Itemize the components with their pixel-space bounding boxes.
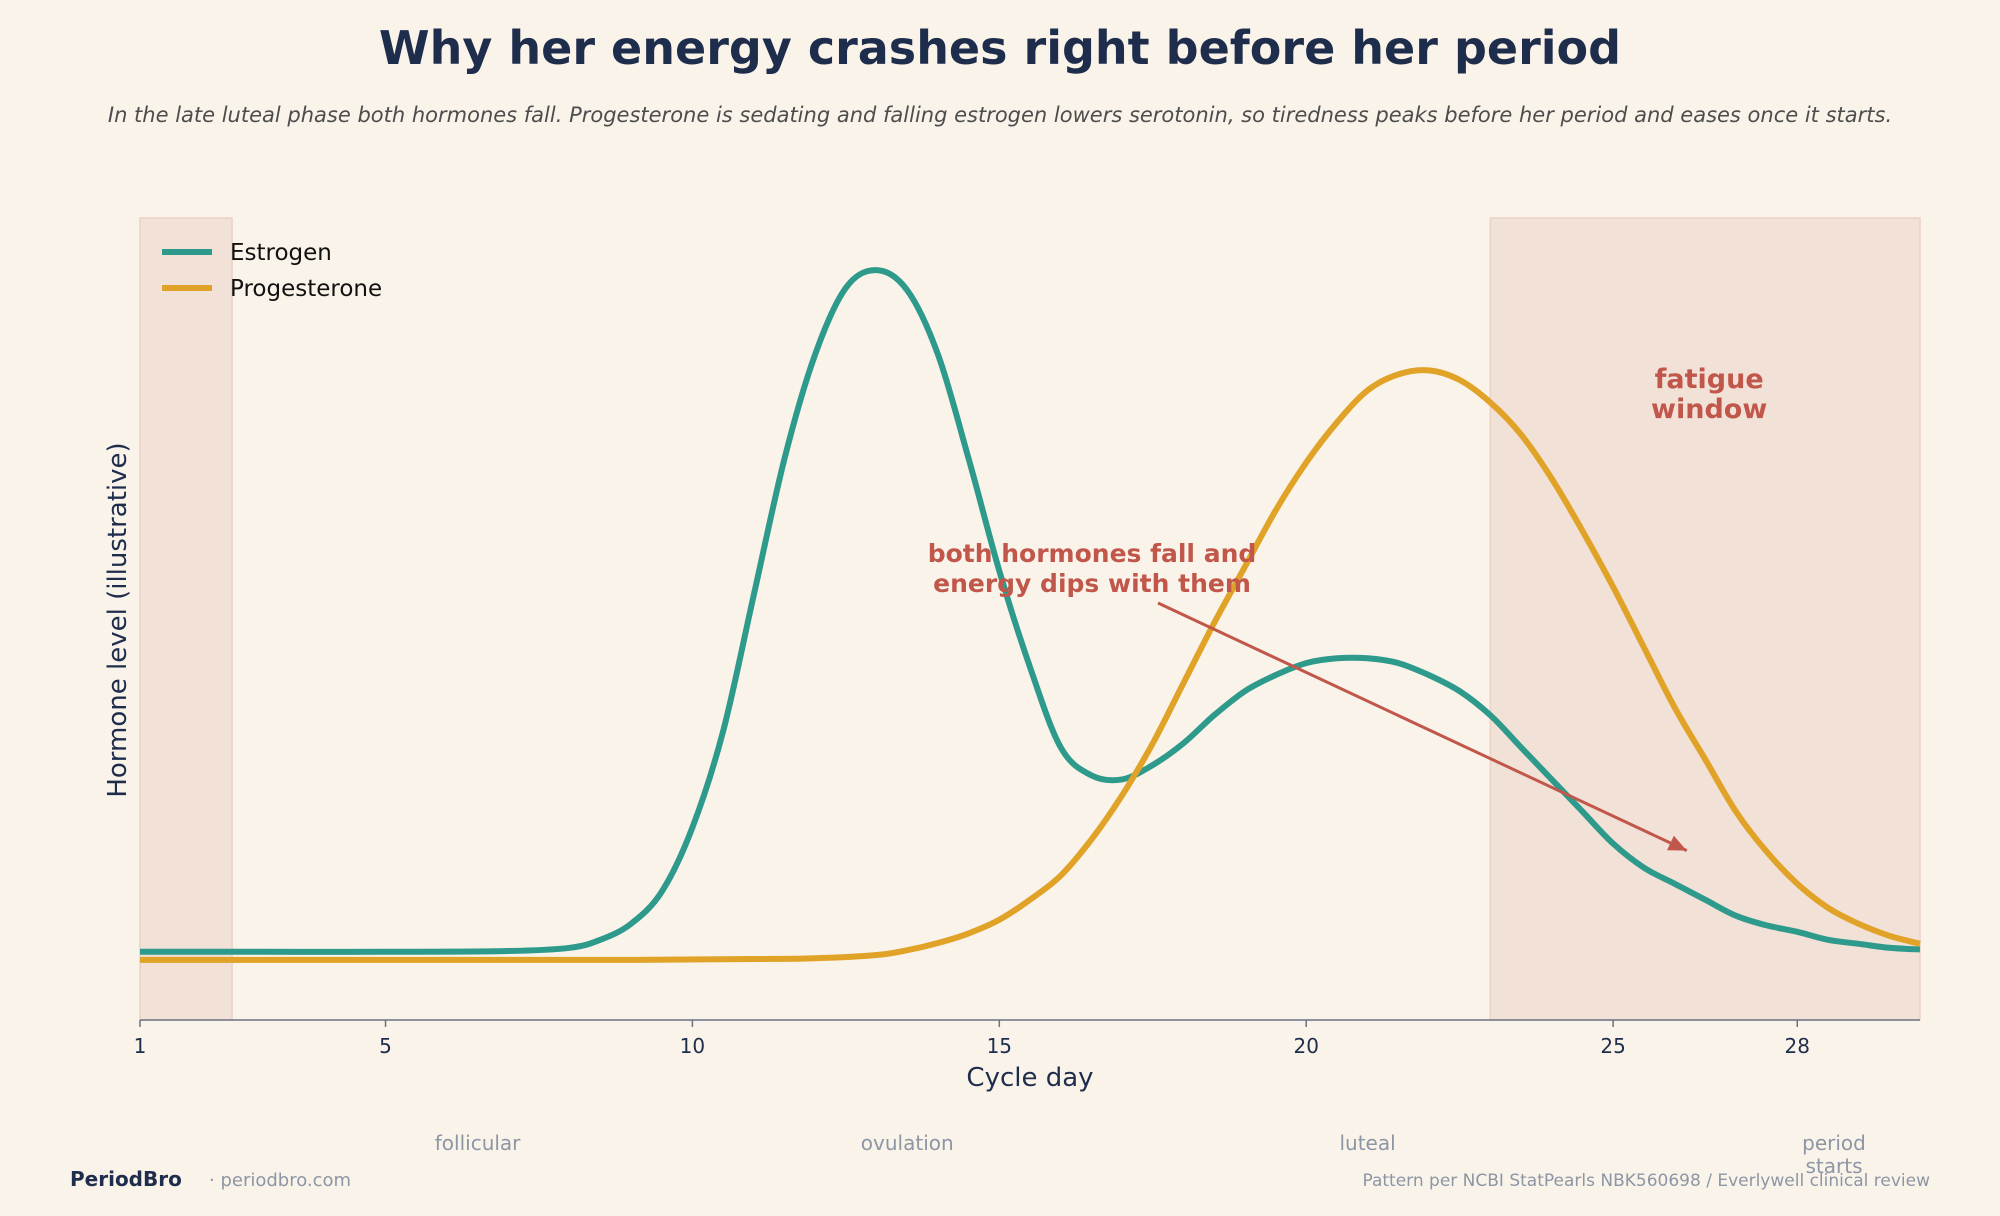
x-tick-label: 25 — [1600, 1034, 1625, 1058]
annotation-arrowhead — [1667, 835, 1687, 851]
phase-label-ovulation: ovulation — [861, 1131, 954, 1155]
y-axis-title: Hormone level (illustrative) — [103, 442, 133, 797]
shaded-region-0 — [139, 217, 233, 1021]
phase-label-follicular: follicular — [435, 1131, 521, 1155]
phase-label-luteal: luteal — [1339, 1131, 1395, 1155]
legend-label-progesterone: Progesterone — [230, 276, 382, 302]
annotation: both hormones fall and energy dips with t… — [928, 539, 1688, 852]
annotation-arrow — [1157, 601, 1688, 852]
chart-title: Why her energy crashes right before her … — [379, 21, 1621, 75]
x-tick-label: 1 — [134, 1034, 147, 1058]
annotation-text: both hormones fall and energy dips with t… — [928, 539, 1257, 598]
shaded-region-1 — [1489, 217, 1921, 1021]
x-tick-label: 5 — [379, 1034, 392, 1058]
x-axis-ticks: 1 5 10 15 20 25 28 — [134, 1020, 1810, 1058]
series-lines — [139, 267, 1921, 963]
x-tick-label: 15 — [987, 1034, 1012, 1058]
brand-site: · periodbro.com — [209, 1170, 351, 1191]
x-tick-label: 10 — [680, 1034, 705, 1058]
phase-label-period: period starts — [1802, 1131, 1866, 1178]
x-tick-label: 20 — [1293, 1034, 1318, 1058]
source-note: Pattern per NCBI StatPearls NBK560698 / … — [1362, 1171, 1930, 1191]
phase-labels: follicular ovulation luteal period starts — [435, 1131, 1866, 1178]
series-line-progesterone — [140, 367, 1921, 963]
fatigue-window-label: fatigue window — [1651, 364, 1767, 425]
x-axis-title: Cycle day — [966, 1063, 1093, 1093]
x-tick-label: 28 — [1785, 1034, 1810, 1058]
legend: Estrogen Progesterone — [162, 240, 382, 302]
series-line-estrogen — [139, 267, 1921, 955]
shaded-regions — [139, 217, 1921, 1021]
chart-subtitle: In the late luteal phase both hormones f… — [108, 103, 1892, 127]
legend-label-estrogen: Estrogen — [230, 240, 332, 266]
brand-name: PeriodBro — [70, 1167, 182, 1191]
